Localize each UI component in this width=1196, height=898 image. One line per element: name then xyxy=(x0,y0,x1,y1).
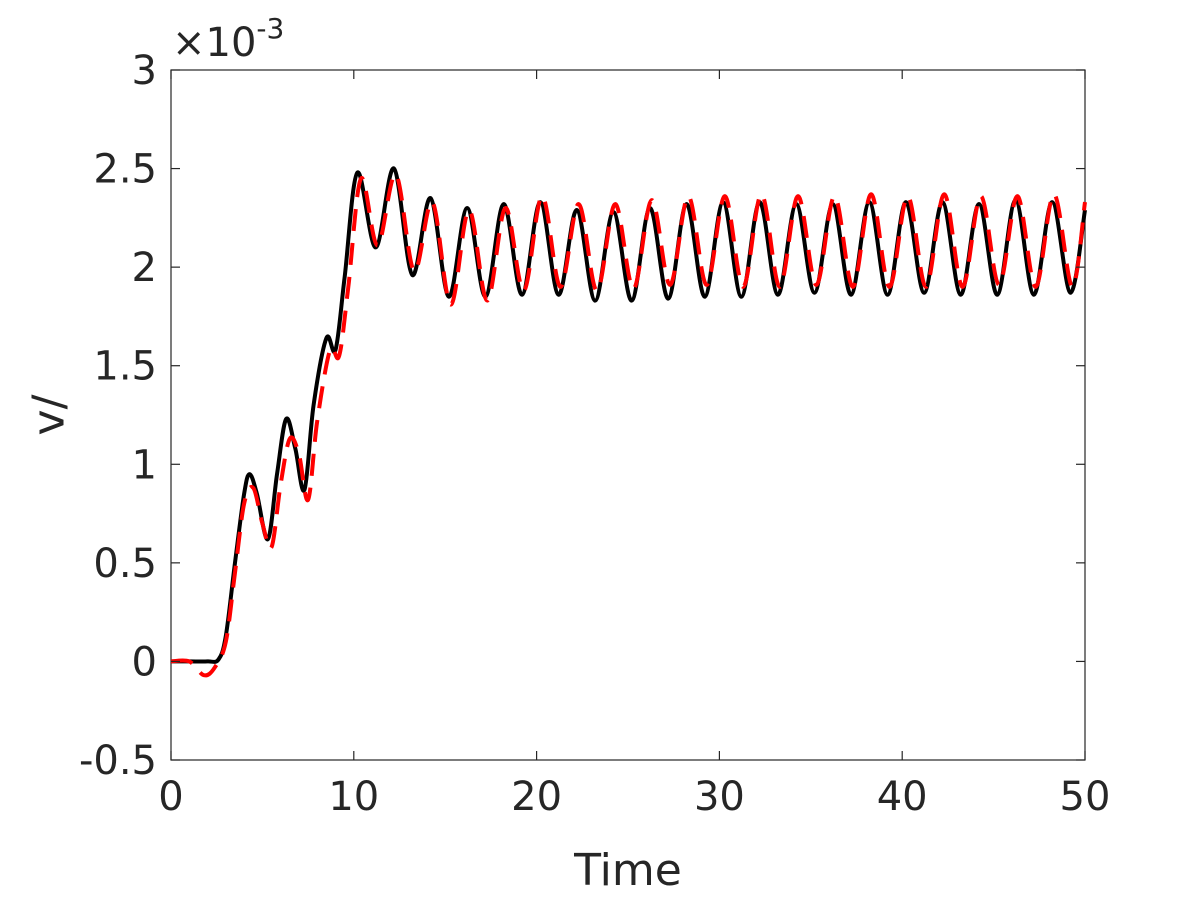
exponent-power: -3 xyxy=(256,12,284,45)
y-tick-label: 0 xyxy=(132,639,157,685)
x-tick-label: 10 xyxy=(328,774,379,820)
plot-area xyxy=(170,69,1086,761)
x-axis-title: Time xyxy=(573,845,682,896)
y-tick-label: 1 xyxy=(132,442,157,488)
x-tick-label: 40 xyxy=(877,774,928,820)
series-line-dashed xyxy=(170,172,1087,678)
series-line-solid xyxy=(171,166,1087,664)
y-tick-label: 3 xyxy=(132,48,157,94)
y-tick-label: 0.5 xyxy=(93,541,157,587)
y-axis-exponent-label: ×10-3 xyxy=(172,12,284,66)
y-tick-label: 1.5 xyxy=(93,344,157,390)
series-layer xyxy=(170,166,1087,678)
plot-frame xyxy=(170,69,1086,761)
x-tick-label: 50 xyxy=(1060,774,1111,820)
y-tick-label: 2.5 xyxy=(93,147,157,193)
tick-layer: 0 10 20 30 40 50-0.500.511.522.53 xyxy=(79,48,1111,820)
x-tick-label: 30 xyxy=(694,774,745,820)
y-tick-label: -0.5 xyxy=(79,738,157,784)
x-tick-label: 20 xyxy=(511,774,562,820)
y-tick-label: 2 xyxy=(132,245,157,291)
x-tick-label: 0 xyxy=(158,774,183,820)
exponent-multiplier: ×10 xyxy=(172,20,256,66)
y-axis-title: v/ xyxy=(23,394,74,435)
